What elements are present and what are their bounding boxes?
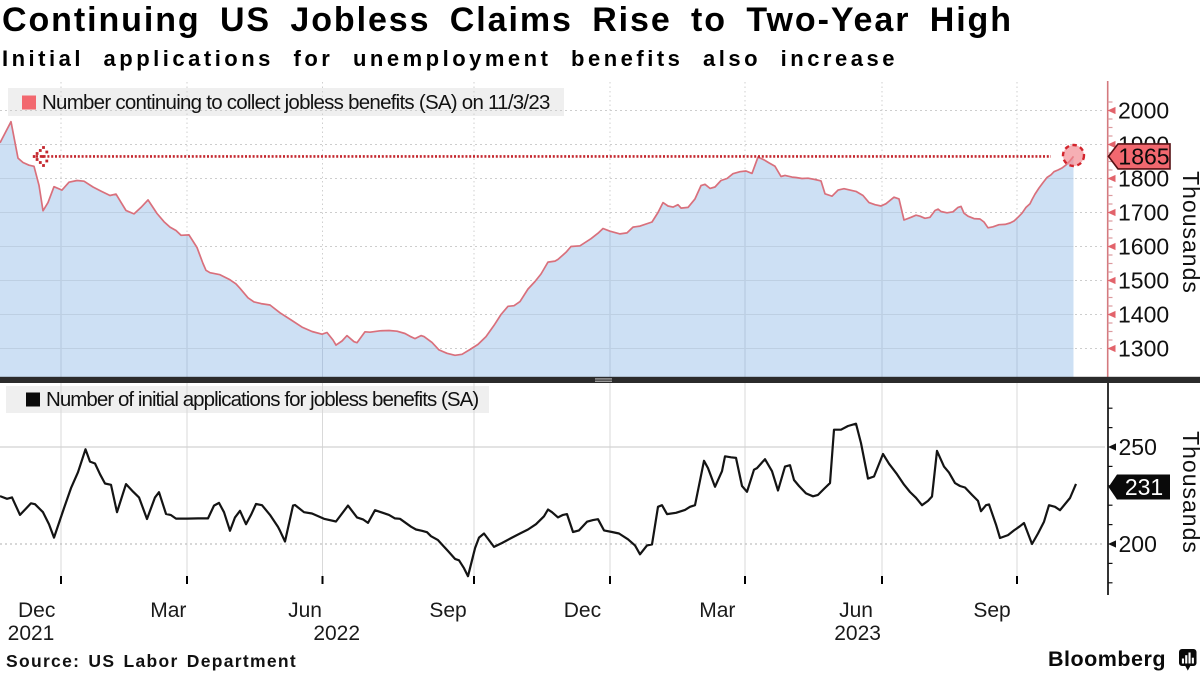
- svg-text:1300: 1300: [1118, 336, 1169, 362]
- svg-text:231: 231: [1125, 474, 1163, 500]
- svg-text:Jun: Jun: [288, 599, 322, 622]
- svg-text:1500: 1500: [1118, 268, 1169, 294]
- svg-text:2021: 2021: [8, 622, 55, 645]
- svg-text:Mar: Mar: [150, 599, 186, 622]
- svg-text:1700: 1700: [1118, 200, 1169, 226]
- svg-text:1865: 1865: [1118, 143, 1169, 169]
- svg-text:Sep: Sep: [973, 599, 1010, 622]
- svg-text:1600: 1600: [1118, 234, 1169, 260]
- svg-text:1400: 1400: [1118, 302, 1169, 328]
- svg-text:Number of initial applications: Number of initial applications for joble…: [46, 388, 478, 411]
- svg-text:1800: 1800: [1118, 166, 1169, 192]
- svg-text:250: 250: [1119, 434, 1157, 460]
- svg-text:2023: 2023: [834, 622, 881, 645]
- svg-text:200: 200: [1119, 531, 1157, 557]
- svg-text:Jun: Jun: [839, 599, 873, 622]
- svg-text:Dec: Dec: [564, 599, 601, 622]
- svg-text:Number continuing to collect j: Number continuing to collect jobless ben…: [42, 91, 550, 114]
- svg-text:Thousands: Thousands: [1178, 171, 1200, 294]
- svg-text:Mar: Mar: [699, 599, 735, 622]
- svg-text:Sep: Sep: [429, 599, 466, 622]
- svg-text:2022: 2022: [313, 622, 360, 645]
- svg-text:Thousands: Thousands: [1178, 431, 1200, 554]
- svg-text:2000: 2000: [1118, 98, 1169, 124]
- svg-text:Dec: Dec: [18, 599, 55, 622]
